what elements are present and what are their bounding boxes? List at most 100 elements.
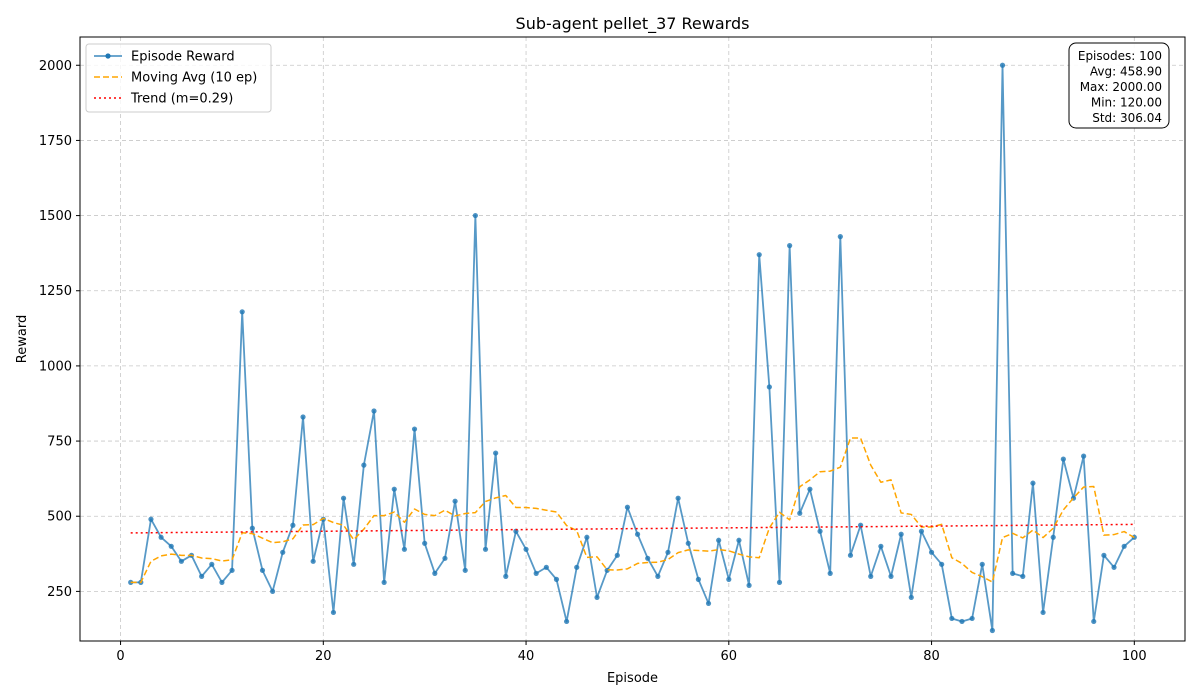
data-point bbox=[1060, 456, 1066, 462]
data-point bbox=[462, 567, 468, 573]
series-line-1 bbox=[130, 437, 1135, 584]
stats-line: Std: 306.04 bbox=[1092, 111, 1162, 125]
data-point bbox=[817, 528, 823, 534]
data-point bbox=[868, 573, 874, 579]
data-point bbox=[158, 534, 164, 540]
data-point bbox=[229, 567, 235, 573]
data-point bbox=[148, 516, 154, 522]
data-point bbox=[756, 252, 762, 258]
x-tick-label: 20 bbox=[315, 649, 332, 664]
data-point bbox=[665, 549, 671, 555]
data-point bbox=[766, 384, 772, 390]
data-point bbox=[391, 486, 397, 492]
x-axis-label: Episode bbox=[607, 671, 658, 686]
data-point bbox=[330, 609, 337, 616]
data-point bbox=[543, 564, 549, 570]
data-point bbox=[178, 558, 184, 564]
y-tick-label: 1500 bbox=[39, 209, 72, 224]
data-point bbox=[340, 495, 347, 501]
data-point bbox=[310, 558, 316, 564]
data-point bbox=[482, 546, 489, 552]
data-point bbox=[1081, 453, 1087, 459]
data-point bbox=[523, 546, 529, 552]
data-point bbox=[675, 495, 681, 501]
y-tick-label: 500 bbox=[47, 510, 72, 525]
data-point bbox=[695, 576, 701, 582]
data-point bbox=[432, 570, 438, 576]
data-point bbox=[452, 498, 458, 504]
data-point bbox=[351, 561, 357, 567]
data-point bbox=[624, 504, 631, 510]
data-point bbox=[1121, 543, 1127, 549]
legend-entry: Trend (m=0.29) bbox=[130, 92, 233, 107]
stats-line: Episodes: 100 bbox=[1078, 49, 1162, 63]
data-point bbox=[1010, 570, 1016, 576]
data-point bbox=[797, 510, 803, 516]
data-point bbox=[716, 537, 722, 543]
data-point bbox=[939, 561, 945, 567]
data-point bbox=[969, 615, 975, 622]
data-point bbox=[422, 540, 428, 546]
data-point bbox=[989, 627, 995, 634]
data-point bbox=[1101, 552, 1107, 558]
y-axis-label: Reward bbox=[15, 315, 30, 363]
y-tick-label: 1250 bbox=[39, 284, 72, 299]
data-point bbox=[736, 537, 742, 543]
legend-entry: Episode Reward bbox=[131, 50, 235, 65]
data-point bbox=[371, 408, 377, 414]
axis-ticks: 0 20 40 60 80 100 250 500 750 1000 1250 1500 1750 200… bbox=[39, 59, 1147, 664]
data-point bbox=[634, 531, 641, 537]
y-tick-label: 250 bbox=[47, 585, 72, 600]
y-tick-label: 1750 bbox=[39, 134, 72, 149]
data-point bbox=[979, 561, 985, 567]
y-tick-label: 750 bbox=[47, 435, 72, 450]
data-point bbox=[746, 582, 752, 588]
data-point bbox=[807, 486, 813, 492]
data-point bbox=[918, 528, 925, 534]
data-point bbox=[614, 552, 620, 558]
data-point bbox=[1050, 534, 1056, 540]
axes-frame bbox=[79, 36, 1186, 642]
data-point bbox=[685, 540, 691, 546]
data-point bbox=[999, 62, 1006, 68]
data-point bbox=[442, 555, 448, 561]
data-point bbox=[645, 555, 651, 561]
stats-frame bbox=[1068, 42, 1170, 129]
x-tick-label: 40 bbox=[518, 649, 535, 664]
data-point bbox=[219, 579, 225, 585]
data-point bbox=[928, 549, 935, 555]
y-tick-label: 2000 bbox=[39, 59, 72, 74]
data-point bbox=[320, 516, 326, 522]
data-point bbox=[1040, 609, 1046, 616]
data-point bbox=[878, 543, 884, 549]
data-point bbox=[401, 546, 408, 552]
data-point bbox=[574, 564, 580, 570]
data-point bbox=[594, 594, 600, 601]
data-point bbox=[1020, 573, 1026, 579]
data-point bbox=[837, 234, 843, 240]
data-point bbox=[959, 618, 965, 625]
data-point bbox=[898, 531, 904, 537]
data-point bbox=[533, 570, 539, 576]
data-point bbox=[290, 522, 296, 528]
data-point bbox=[249, 525, 255, 531]
data-point bbox=[259, 567, 266, 573]
x-tick-label: 100 bbox=[1122, 649, 1147, 664]
legend-entry: Moving Avg (10 ep) bbox=[131, 71, 257, 86]
x-tick-label: 80 bbox=[923, 649, 940, 664]
data-point bbox=[270, 588, 276, 594]
data-point bbox=[381, 579, 387, 585]
data-point bbox=[239, 309, 245, 315]
data-point bbox=[1111, 564, 1117, 570]
data-point bbox=[128, 579, 134, 585]
data-point bbox=[209, 561, 215, 567]
data-point bbox=[564, 618, 570, 625]
data-point bbox=[493, 450, 499, 456]
data-point bbox=[300, 414, 306, 420]
data-point bbox=[1091, 618, 1097, 625]
data-point bbox=[949, 615, 955, 622]
data-point bbox=[280, 549, 286, 555]
data-point bbox=[908, 594, 914, 601]
